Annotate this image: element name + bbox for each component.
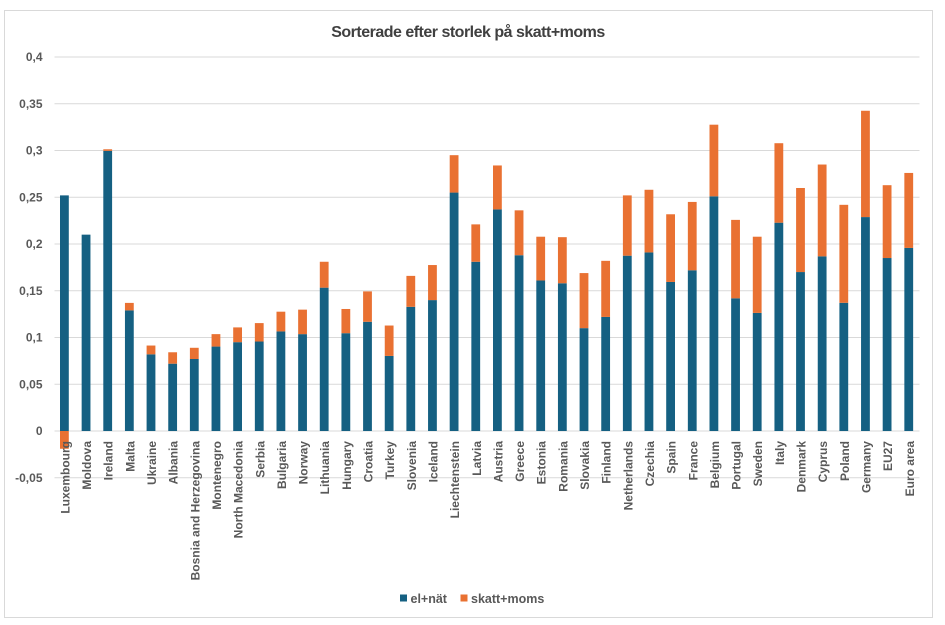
svg-text:Slovenia: Slovenia: [405, 441, 419, 491]
svg-text:0,15: 0,15: [19, 284, 43, 298]
svg-text:skatt+moms: skatt+moms: [471, 592, 544, 606]
svg-text:Belgium: Belgium: [708, 441, 722, 488]
svg-text:0,35: 0,35: [19, 97, 43, 111]
svg-text:Malta: Malta: [123, 441, 137, 472]
svg-text:Euro area: Euro area: [903, 441, 917, 497]
svg-text:Ireland: Ireland: [102, 441, 116, 480]
svg-text:Luxembourg: Luxembourg: [58, 441, 72, 514]
svg-text:0,2: 0,2: [26, 237, 43, 251]
svg-text:Ukraine: Ukraine: [145, 441, 159, 485]
svg-text:Hungary: Hungary: [340, 441, 354, 490]
svg-text:Turkey: Turkey: [383, 441, 397, 480]
svg-text:Estonia: Estonia: [535, 441, 549, 485]
svg-text:Montenegro: Montenegro: [210, 441, 224, 510]
svg-text:Slovakia: Slovakia: [578, 441, 592, 490]
svg-text:Bulgaria: Bulgaria: [275, 441, 289, 489]
svg-text:Italy: Italy: [773, 441, 787, 465]
svg-text:Denmark: Denmark: [795, 441, 809, 493]
svg-text:Spain: Spain: [665, 441, 679, 474]
svg-text:Serbia: Serbia: [253, 441, 267, 478]
svg-text:Czechia: Czechia: [643, 441, 657, 487]
svg-text:el+nät: el+nät: [411, 592, 448, 606]
svg-text:Latvia: Latvia: [470, 441, 484, 476]
svg-text:Greece: Greece: [513, 441, 527, 482]
svg-text:EU27: EU27: [881, 441, 895, 471]
svg-text:Finland: Finland: [600, 441, 614, 484]
svg-text:Liechtenstein: Liechtenstein: [448, 441, 462, 518]
svg-text:Romania: Romania: [556, 441, 570, 492]
svg-text:0,3: 0,3: [26, 144, 43, 158]
svg-text:Albania: Albania: [167, 441, 181, 485]
svg-text:0,4: 0,4: [26, 50, 43, 64]
svg-text:-0,05: -0,05: [15, 471, 43, 485]
svg-text:North Macedonia: North Macedonia: [232, 441, 246, 539]
svg-text:Sweden: Sweden: [751, 441, 765, 486]
svg-text:Norway: Norway: [297, 441, 311, 485]
svg-text:Poland: Poland: [838, 441, 852, 481]
svg-text:Iceland: Iceland: [426, 441, 440, 482]
svg-text:Germany: Germany: [859, 441, 873, 493]
svg-text:France: France: [686, 441, 700, 481]
svg-text:0: 0: [36, 424, 43, 438]
svg-text:Bosnia and Herzegovina: Bosnia and Herzegovina: [188, 441, 202, 581]
svg-text:0,1: 0,1: [26, 331, 43, 345]
svg-text:Sorterade efter storlek på ska: Sorterade efter storlek på skatt+moms: [331, 23, 605, 41]
svg-text:Austria: Austria: [491, 441, 505, 483]
svg-text:Portugal: Portugal: [730, 441, 744, 490]
svg-text:0,25: 0,25: [19, 190, 43, 204]
svg-text:Lithuania: Lithuania: [318, 441, 332, 495]
svg-text:Netherlands: Netherlands: [621, 441, 635, 511]
svg-text:0,05: 0,05: [19, 377, 43, 391]
svg-text:Cyprus: Cyprus: [816, 441, 830, 483]
svg-text:Moldova: Moldova: [80, 441, 94, 490]
svg-text:Croatia: Croatia: [362, 441, 376, 483]
